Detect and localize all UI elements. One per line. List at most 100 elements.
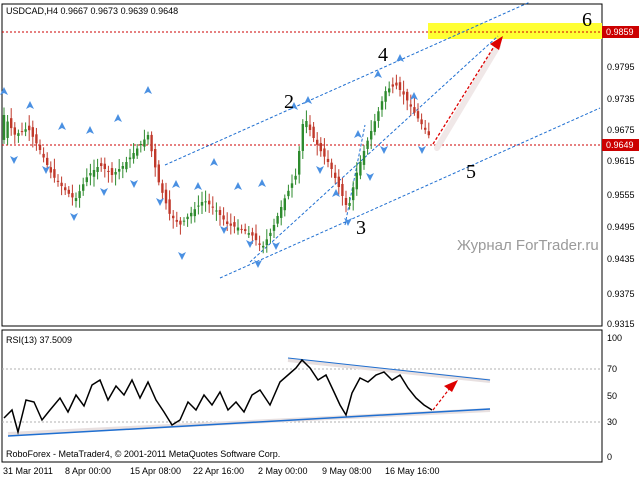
fractal-up-arrow (26, 101, 34, 109)
x-tick-label: 15 Apr 08:00 (130, 466, 181, 476)
candle-body (218, 210, 222, 215)
fractal-down-arrow (178, 252, 186, 260)
candle-body (409, 104, 412, 107)
candle-body (121, 166, 124, 169)
fractal-down-arrow (156, 198, 164, 206)
candle-body (190, 212, 193, 217)
fractal-down-arrow (380, 146, 388, 154)
y-tick-label: 0.9615 (607, 156, 635, 166)
target-zone (428, 23, 602, 39)
candle-body (100, 163, 103, 166)
candle-body (82, 184, 85, 191)
rsi-line[interactable] (3, 358, 433, 435)
candle-body (305, 121, 308, 128)
wave-label-2: 2 (284, 91, 294, 113)
fractals-group (0, 54, 426, 268)
forecast-arrow-shadow (434, 43, 501, 151)
candle-body (424, 127, 427, 130)
rsi-support-line[interactable] (7, 408, 491, 437)
wave-label-3: 3 (356, 217, 366, 239)
wave-label-6: 6 (582, 9, 592, 31)
candle-body (172, 215, 175, 219)
candle-body (355, 172, 358, 190)
y-tick-label: 0.9375 (607, 289, 635, 299)
rsi-tick-label: 100 (607, 333, 622, 343)
candle-body (46, 157, 49, 165)
candle-body (359, 161, 362, 176)
rsi-forecast-arrow-head (444, 380, 458, 392)
candle-body (413, 107, 416, 113)
candle-body (168, 199, 171, 214)
wave3-line[interactable] (344, 124, 366, 226)
candle-body (31, 127, 34, 137)
x-axis: 31 Mar 2011 8 Apr 00:00 15 Apr 08:00 22 … (3, 466, 440, 476)
fractal-up-arrow (144, 86, 152, 94)
candle-body (362, 151, 366, 165)
candle-body (265, 239, 268, 246)
candle-body (157, 164, 160, 183)
candle-body (402, 91, 405, 95)
y-tick-label: 0.9555 (607, 190, 635, 200)
candle-body (319, 142, 322, 152)
fractal-up-arrow (332, 189, 340, 197)
candle-body (175, 219, 178, 222)
candle-body (6, 121, 9, 138)
candle-body (416, 111, 420, 119)
candle-body (20, 131, 24, 133)
candle-body (118, 169, 121, 172)
candle-body (128, 157, 132, 160)
candle-body (53, 169, 56, 178)
candle-body (186, 216, 189, 220)
candle-body (136, 148, 139, 156)
rsi-header: RSI(13) 37.5009 (6, 335, 72, 345)
fractal-down-arrow (100, 188, 108, 196)
forecast-arrow[interactable] (432, 44, 496, 145)
channel-top-line[interactable] (164, 1, 531, 166)
candle-body (348, 203, 351, 206)
candle-body (92, 170, 96, 177)
candle-body (28, 125, 31, 131)
fractal-down-arrow (220, 226, 228, 234)
fractal-up-arrow (304, 96, 312, 104)
fractal-down-arrow (246, 240, 254, 248)
current-price-label-box (602, 139, 639, 151)
candle-body (287, 190, 290, 197)
candle-body (226, 221, 229, 224)
channel-inner-line[interactable] (249, 35, 499, 263)
candle-body (132, 153, 135, 159)
x-tick-label: 16 May 16:00 (385, 466, 440, 476)
y-tick-label: 0.9795 (607, 62, 635, 72)
rsi-y-axis: 100 70 50 30 0 (607, 333, 622, 462)
fractal-up-arrow (210, 158, 218, 166)
candle-body (280, 207, 283, 218)
fractal-up-arrow (86, 126, 94, 134)
candle-body (182, 220, 186, 222)
fractal-up-arrow (290, 102, 298, 110)
x-tick-label: 31 Mar 2011 (3, 466, 53, 476)
candle-body (125, 162, 128, 170)
candle-body (391, 84, 394, 87)
rsi-panel[interactable] (1, 329, 603, 463)
y-tick-label: 0.9435 (607, 254, 635, 264)
candle-body (143, 139, 146, 147)
candle-body (146, 135, 150, 140)
channel-bottom-line[interactable] (219, 107, 601, 279)
candle-body (200, 202, 204, 206)
candle-body (323, 148, 326, 157)
candle-body (49, 167, 52, 173)
fractal-down-arrow (272, 242, 280, 250)
candle-body (352, 187, 355, 201)
candle-body (71, 193, 74, 198)
fractal-down-arrow (418, 146, 426, 154)
candle-body (298, 151, 301, 175)
price-panel[interactable] (1, 3, 603, 327)
fractal-up-arrow (258, 179, 266, 187)
candle-body (341, 183, 344, 196)
rsi-resistance-line[interactable] (287, 357, 491, 381)
wave-label-5: 5 (466, 161, 476, 183)
candle-body (161, 183, 164, 193)
target-price-label: 0.9859 (606, 27, 634, 37)
candle-body (316, 139, 319, 145)
